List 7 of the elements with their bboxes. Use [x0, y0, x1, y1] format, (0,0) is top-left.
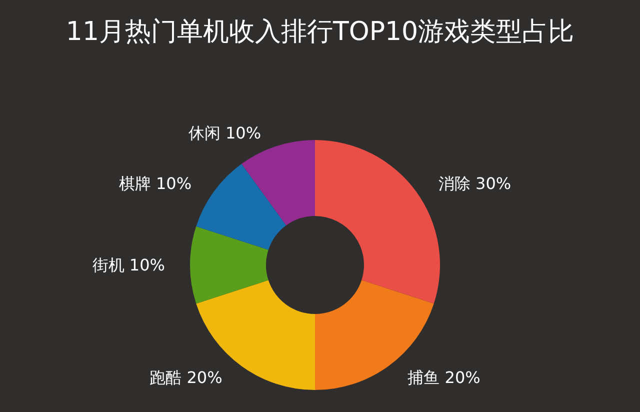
slice-label: 跑酷 20% [150, 368, 222, 387]
slice-label: 休闲 10% [188, 123, 262, 142]
slice-label: 街机 10% [92, 256, 165, 274]
slice-label: 消除 30% [438, 174, 512, 193]
chart-title: 11月热门单机收入排行TOP10游戏类型占比 [66, 17, 574, 47]
slice-label: 捕鱼 20% [408, 368, 480, 387]
slice-label: 棋牌 10% [118, 174, 192, 193]
